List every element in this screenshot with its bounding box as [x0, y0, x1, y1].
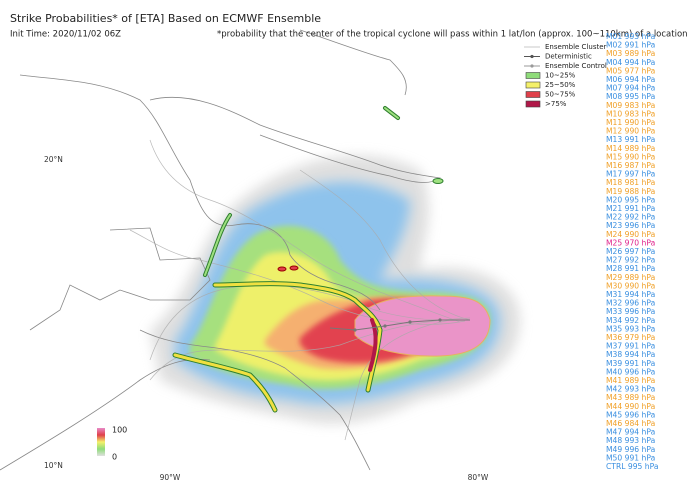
member-label: M03 989 hPa [606, 49, 655, 58]
legend-label: >75% [545, 100, 567, 108]
member-label: M41 989 hPa [606, 376, 655, 385]
lon-label: 80°W [468, 473, 489, 482]
legend-swatch [525, 72, 541, 79]
member-label: M05 977 hPa [606, 66, 655, 75]
member-label: M15 990 hPa [606, 152, 655, 161]
member-label: M45 996 hPa [606, 410, 655, 419]
legend-swatch [525, 100, 541, 108]
member-label: M29 989 hPa [606, 273, 655, 282]
member-label: M48 993 hPa [606, 436, 655, 445]
member-label: M13 991 hPa [606, 135, 655, 144]
member-label: M50 991 hPa [606, 453, 655, 462]
member-label: M47 994 hPa [606, 428, 655, 437]
member-label: M35 993 hPa [606, 324, 655, 333]
member-label: M33 996 hPa [606, 307, 655, 316]
member-label: M04 994 hPa [606, 58, 655, 67]
colorbar-max: 100 [112, 426, 127, 435]
member-label: M19 988 hPa [606, 187, 655, 196]
member-label: M38 994 hPa [606, 350, 655, 359]
colorbar-min: 0 [112, 453, 117, 462]
member-label: M46 984 hPa [606, 419, 655, 428]
member-label: M11 990 hPa [606, 118, 655, 127]
colorbar [97, 428, 105, 456]
member-label: M07 994 hPa [606, 84, 655, 93]
member-label: M02 991 hPa [606, 41, 655, 50]
member-label: M10 983 hPa [606, 109, 655, 118]
legend-swatch [525, 81, 541, 89]
member-label: M49 996 hPa [606, 445, 655, 454]
member-label: M44 990 hPa [606, 402, 655, 411]
deterministic-track [329, 318, 470, 332]
legend-marker [530, 54, 534, 59]
member-label: M24 990 hPa [606, 230, 655, 239]
member-label: M20 995 hPa [606, 195, 655, 204]
member-label: M31 994 hPa [606, 290, 655, 299]
init-time: Init Time: 2020/11/02 06Z [10, 30, 121, 40]
member-label: M01 993 hPa [606, 32, 655, 41]
member-label: M08 995 hPa [606, 92, 655, 101]
lon-label: 90°W [160, 473, 181, 482]
member-label: M17 997 hPa [606, 170, 655, 179]
member-label: M28 991 hPa [606, 264, 655, 273]
legend-marker [530, 64, 534, 68]
probability-field [150, 155, 520, 424]
legend-label: Ensemble Control [545, 62, 607, 70]
lat-label: 10°N [44, 461, 63, 470]
member-label: M18 981 hPa [606, 178, 655, 187]
title: Strike Probabilities* of [ETA] Based on … [10, 12, 321, 25]
member-label: M21 991 hPa [606, 204, 655, 213]
member-label: M23 996 hPa [606, 221, 655, 230]
lat-label: 20°N [44, 155, 63, 164]
legend-label: 50~75% [545, 91, 576, 99]
legend-label: Deterministic [545, 53, 592, 61]
member-label: M42 993 hPa [606, 385, 655, 394]
member-label: M39 991 hPa [606, 359, 655, 368]
legend-label: Ensemble Cluster [545, 43, 607, 51]
member-label: M40 996 hPa [606, 367, 655, 376]
member-label: M32 996 hPa [606, 299, 655, 308]
legend-label: 25~50% [545, 81, 576, 89]
member-label: M30 990 hPa [606, 281, 655, 290]
member-label: M43 989 hPa [606, 393, 655, 402]
member-label: M16 987 hPa [606, 161, 655, 170]
member-label: M22 992 hPa [606, 213, 655, 222]
coastal-probability [172, 106, 444, 413]
member-label: M09 983 hPa [606, 101, 655, 110]
legend-label: 10~25% [545, 72, 576, 80]
member-label: M37 991 hPa [606, 342, 655, 351]
note: *probability that the center of the trop… [217, 30, 688, 40]
member-label: M14 989 hPa [606, 144, 655, 153]
member-label: M06 994 hPa [606, 75, 655, 84]
member-label: M36 979 hPa [606, 333, 655, 342]
member-label: M25 970 hPa [606, 238, 655, 247]
legend-swatch [525, 91, 541, 98]
member-label: M12 990 hPa [606, 127, 655, 136]
member-label: M26 997 hPa [606, 247, 655, 256]
member-label: M34 992 hPa [606, 316, 655, 325]
member-label: M27 992 hPa [606, 256, 655, 265]
member-label: CTRL 995 hPa [606, 462, 658, 471]
